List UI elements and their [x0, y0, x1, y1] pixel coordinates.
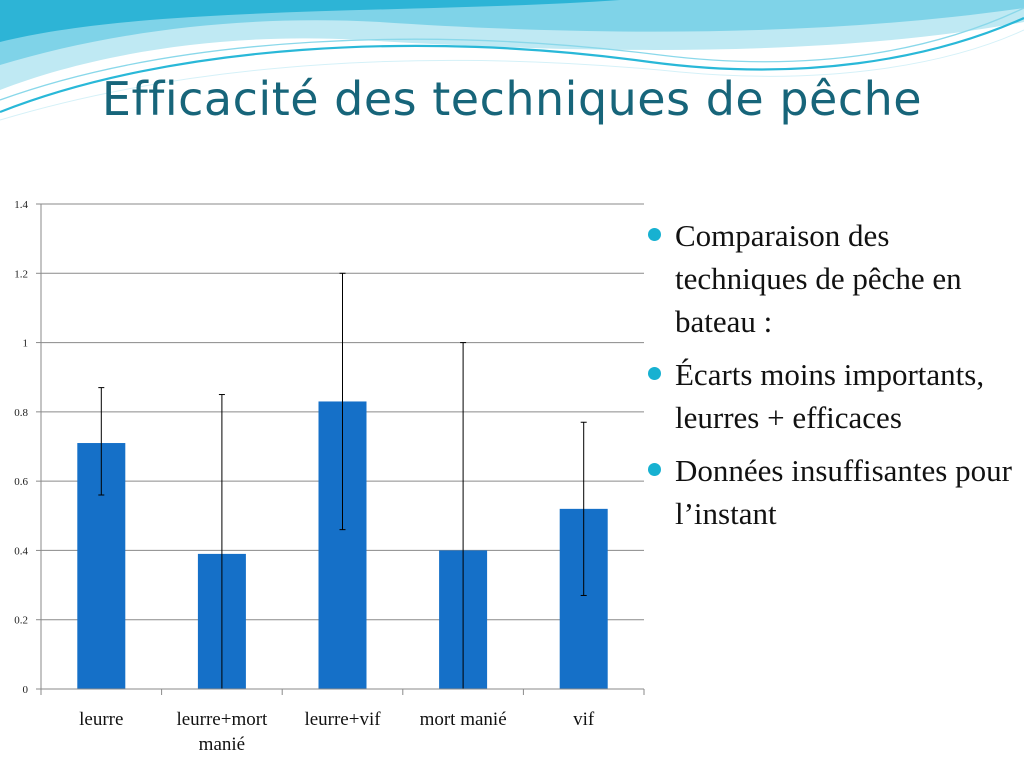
bullet-item: Écarts moins importants, leurres + effic…	[646, 353, 1016, 439]
bar-chart: 0 0.2 0.4 0.6 0.8 1 1.2 1.4 leurre leurre+mort man…	[14, 199, 645, 755]
bullet-dot-icon	[648, 367, 661, 380]
x-tick-label: leurre+vif	[304, 709, 381, 730]
y-tick-label: 1.4	[14, 199, 28, 211]
x-tick-label-line: manié	[199, 734, 245, 755]
bullet-item: Données insuffisantes pour l’instant	[646, 449, 1016, 535]
x-tick-label: mort manié	[420, 709, 507, 730]
y-tick-label: 0.4	[14, 545, 28, 557]
bullet-dot-icon	[648, 463, 661, 476]
bullet-text: Données insuffisantes pour l’instant	[675, 453, 1012, 531]
bullet-dot-icon	[648, 228, 661, 241]
bullet-item: Comparaison des techniques de pêche en b…	[646, 214, 1016, 343]
x-tick-label-line: vif	[573, 709, 595, 730]
chart-labels: 0 0.2 0.4 0.6 0.8 1 1.2 1.4 leurre leurre+mort man…	[14, 199, 595, 755]
chart-bars	[77, 272, 608, 690]
bullet-text: Écarts moins importants, leurres + effic…	[675, 357, 985, 435]
y-tick-label: 1	[23, 338, 29, 350]
slide-title: Efficacité des techniques de pêche	[101, 72, 923, 126]
y-tick-label: 0	[23, 684, 29, 696]
x-tick-label-line: leurre+mort	[176, 709, 268, 730]
chart-axes	[36, 203, 645, 695]
x-tick-label-line: leurre	[79, 709, 123, 730]
bullet-list: Comparaison des techniques de pêche en b…	[646, 214, 1016, 545]
y-tick-label: 0.6	[14, 476, 28, 488]
y-tick-label: 0.8	[14, 407, 28, 419]
x-tick-label-line: mort manié	[420, 709, 507, 730]
x-tick-label: leurre	[79, 709, 123, 730]
y-tick-label: 0.2	[14, 615, 28, 627]
y-tick-label: 1.2	[14, 268, 28, 280]
x-tick-label: vif	[573, 709, 595, 730]
x-tick-label: leurre+mort manié	[176, 709, 268, 755]
x-tick-label-line: leurre+vif	[304, 709, 381, 730]
bullet-text: Comparaison des techniques de pêche en b…	[675, 218, 962, 339]
